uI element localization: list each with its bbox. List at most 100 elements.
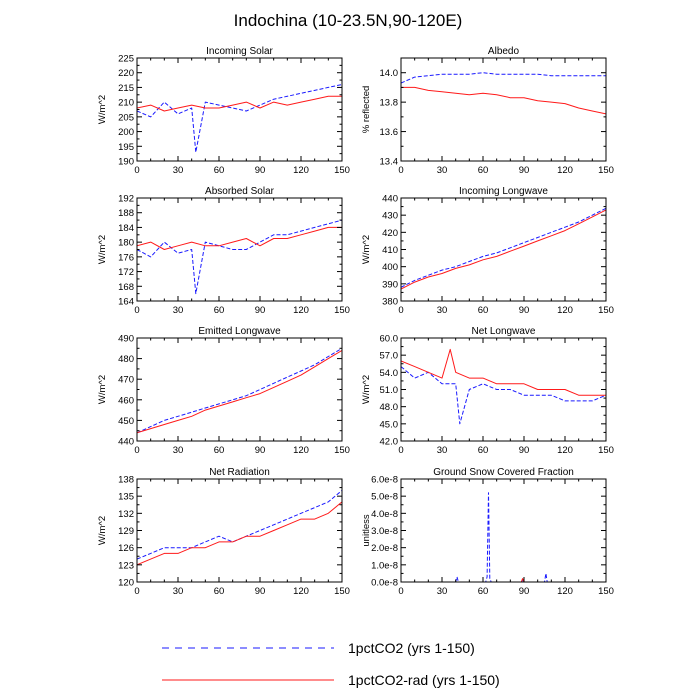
xtick-label-150-incoming-solar: 150 [334, 165, 350, 176]
legend-label-1pctco2-rad: 1pctCO2-rad (yrs 1-150) [348, 672, 500, 688]
ytick-label-5-net-radiation: 135 [118, 492, 134, 503]
ytick-label-4-incoming-longwave: 420 [382, 228, 398, 239]
series-line-1pctco2-rad-yrs-1-150-absorbed-solar [137, 226, 342, 250]
series-line-1pctco2-yrs-1-150-net-radiation [137, 490, 342, 560]
ytick-label-3-incoming-longwave: 410 [382, 245, 398, 256]
xtick-label-30-net-longwave: 30 [437, 445, 448, 456]
panel-ground-snow-covered-fraction: Ground Snow Covered Fraction unitless 0 30 6… [361, 467, 614, 597]
xtick-label-90-absorbed-solar: 90 [255, 305, 266, 316]
xtick-label-90-ground-snow-covered-fraction: 90 [519, 586, 530, 597]
series-line-1pctco2-rad-yrs-1-150-net-radiation [137, 501, 342, 566]
ylabel-ground-snow-covered-fraction: unitless [361, 514, 372, 546]
figure-title: Indochina (10-23.5N,90-120E) [234, 11, 463, 30]
ylabel-albedo: % reflected [361, 86, 372, 134]
panel-title-incoming-solar: Incoming Solar [206, 46, 273, 57]
ytick-label-4-emitted-longwave: 480 [118, 354, 134, 365]
ytick-label-4-net-longwave: 54.0 [380, 368, 399, 379]
ytick-label-7-absorbed-solar: 192 [118, 194, 134, 205]
series-line-1pctco2-rad-yrs-1-150-net-longwave [401, 348, 606, 396]
ylabel-absorbed-solar: W/m^2 [97, 235, 108, 264]
ytick-label-0-incoming-longwave: 380 [382, 297, 398, 308]
xtick-label-150-albedo: 150 [598, 165, 614, 176]
ytick-label-7-incoming-solar: 225 [118, 54, 134, 65]
xtick-label-0-ground-snow-covered-fraction: 0 [398, 586, 403, 597]
xtick-label-150-emitted-longwave: 150 [334, 445, 350, 456]
ytick-label-4-ground-snow-covered-fraction: 4.0e-8 [371, 509, 398, 520]
ytick-label-6-incoming-longwave: 440 [382, 194, 398, 205]
xtick-label-30-emitted-longwave: 30 [173, 445, 184, 456]
ytick-label-3-net-longwave: 51.0 [380, 385, 399, 396]
plot-frame-albedo [400, 57, 607, 162]
xtick-label-120-incoming-longwave: 120 [557, 305, 573, 316]
ytick-label-0-emitted-longwave: 440 [118, 437, 134, 448]
xtick-label-90-net-longwave: 90 [519, 445, 530, 456]
ytick-label-1-emitted-longwave: 450 [118, 416, 134, 427]
xtick-label-30-albedo: 30 [437, 165, 448, 176]
xtick-label-60-net-longwave: 60 [478, 445, 489, 456]
xtick-label-120-absorbed-solar: 120 [293, 305, 309, 316]
ytick-label-3-incoming-solar: 205 [118, 112, 134, 123]
xtick-label-120-ground-snow-covered-fraction: 120 [557, 586, 573, 597]
xtick-label-30-net-radiation: 30 [173, 586, 184, 597]
ytick-label-5-incoming-longwave: 430 [382, 211, 398, 222]
plot-frame-ground-snow-covered-fraction [400, 478, 607, 583]
series-group-ground-snow-covered-fraction [401, 492, 606, 582]
ytick-label-5-incoming-solar: 215 [118, 83, 134, 94]
series-line-1pctco2-rad-yrs-1-150-emitted-longwave [137, 349, 342, 434]
ylabel-emitted-longwave: W/m^2 [97, 375, 108, 404]
panel-title-albedo: Albedo [488, 46, 520, 57]
ylabel-incoming-solar: W/m^2 [97, 95, 108, 124]
series-line-1pctco2-rad-yrs-1-150-incoming-longwave [401, 209, 606, 290]
panel-title-incoming-longwave: Incoming Longwave [459, 186, 548, 197]
ytick-label-6-ground-snow-covered-fraction: 6.0e-8 [371, 475, 398, 486]
series-group-incoming-longwave [401, 207, 606, 290]
ytick-label-1-incoming-solar: 195 [118, 142, 134, 153]
ytick-label-0-net-radiation: 120 [118, 578, 134, 589]
xtick-label-30-ground-snow-covered-fraction: 30 [437, 586, 448, 597]
panel-net-longwave: Net Longwave W/m^2 0 30 60 90 120 150 42.0 45.0 48… [361, 326, 614, 456]
ytick-label-1-incoming-longwave: 390 [382, 279, 398, 290]
ytick-label-2-ground-snow-covered-fraction: 2.0e-8 [371, 543, 398, 554]
panel-emitted-longwave: Emitted Longwave W/m^2 0 30 60 90 120 150 440 450… [97, 326, 350, 456]
series-group-emitted-longwave [137, 347, 342, 434]
xtick-label-120-emitted-longwave: 120 [293, 445, 309, 456]
series-group-albedo [401, 72, 606, 115]
plot-frame-incoming-longwave [400, 197, 607, 302]
xtick-label-60-emitted-longwave: 60 [214, 445, 225, 456]
ytick-label-3-net-radiation: 129 [118, 526, 134, 537]
series-line-1pctco2-yrs-1-150-incoming-longwave [401, 207, 606, 288]
xtick-label-0-incoming-longwave: 0 [398, 305, 403, 316]
ytick-label-0-incoming-solar: 190 [118, 157, 134, 168]
ytick-label-5-ground-snow-covered-fraction: 5.0e-8 [371, 492, 398, 503]
panels-group: Incoming Solar W/m^2 0 30 60 90 120 150 190 195 20… [97, 46, 614, 597]
xtick-label-60-albedo: 60 [478, 165, 489, 176]
xtick-label-0-incoming-solar: 0 [134, 165, 139, 176]
ytick-label-5-emitted-longwave: 490 [118, 334, 134, 345]
panel-absorbed-solar: Absorbed Solar W/m^2 0 30 60 90 120 150 164 168 17… [97, 186, 350, 316]
ytick-label-0-net-longwave: 42.0 [380, 437, 399, 448]
xtick-label-0-emitted-longwave: 0 [134, 445, 139, 456]
xtick-label-150-ground-snow-covered-fraction: 150 [598, 586, 614, 597]
ylabel-net-radiation: W/m^2 [97, 516, 108, 545]
ytick-label-3-absorbed-solar: 176 [118, 252, 134, 263]
ytick-label-2-absorbed-solar: 172 [118, 267, 134, 278]
series-line-1pctco2-rad-yrs-1-150-incoming-solar [137, 95, 342, 112]
ytick-label-4-net-radiation: 132 [118, 509, 134, 520]
xtick-label-60-absorbed-solar: 60 [214, 305, 225, 316]
panel-incoming-solar: Incoming Solar W/m^2 0 30 60 90 120 150 190 195 20… [97, 46, 350, 176]
xtick-label-120-net-longwave: 120 [557, 445, 573, 456]
xtick-label-0-albedo: 0 [398, 165, 403, 176]
series-line-1pctco2-yrs-1-150-albedo [401, 72, 606, 84]
xtick-label-90-incoming-longwave: 90 [519, 305, 530, 316]
ytick-label-6-absorbed-solar: 188 [118, 208, 134, 219]
ytick-label-2-incoming-longwave: 400 [382, 262, 398, 273]
ytick-label-5-net-longwave: 57.0 [380, 351, 399, 362]
ytick-label-4-incoming-solar: 210 [118, 98, 134, 109]
ylabel-incoming-longwave: W/m^2 [361, 235, 372, 264]
panel-incoming-longwave: Incoming Longwave W/m^2 0 30 60 90 120 150 380 39… [361, 186, 614, 316]
xtick-label-30-absorbed-solar: 30 [173, 305, 184, 316]
ytick-label-2-net-longwave: 48.0 [380, 402, 399, 413]
series-group-absorbed-solar [137, 219, 342, 295]
ytick-label-0-ground-snow-covered-fraction: 0.0e-8 [371, 578, 398, 589]
